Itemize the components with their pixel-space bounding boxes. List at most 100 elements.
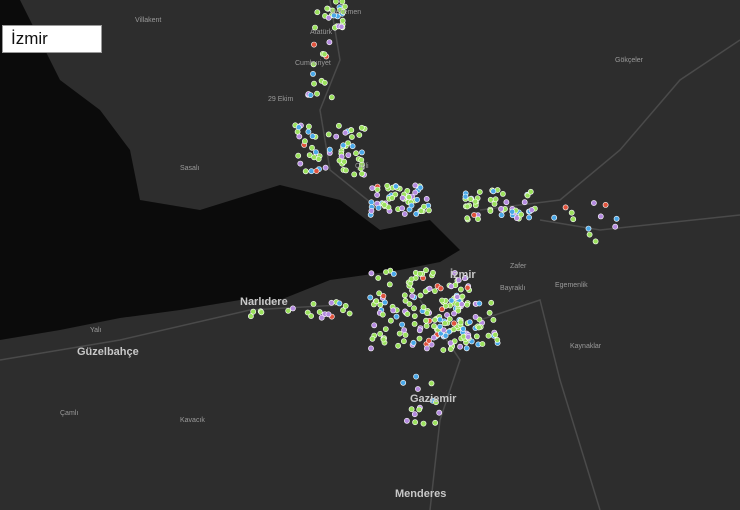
marker [509, 208, 516, 215]
marker [439, 297, 445, 304]
marker [416, 270, 423, 277]
marker [369, 185, 376, 191]
marker [315, 156, 322, 162]
marker [346, 310, 353, 317]
marker [499, 190, 506, 197]
marker [339, 0, 346, 5]
marker [314, 9, 321, 16]
marker [417, 292, 424, 299]
marker [325, 14, 332, 21]
marker [425, 207, 432, 214]
marker [475, 216, 481, 222]
marker [304, 309, 311, 316]
marker [358, 149, 365, 156]
marker [390, 307, 397, 314]
marker [403, 417, 410, 424]
marker [416, 335, 423, 342]
marker [462, 193, 469, 200]
marker [329, 7, 336, 14]
marker [328, 299, 335, 306]
marker [457, 319, 464, 326]
marker [503, 199, 510, 206]
place-label: Kaynaklar [570, 343, 602, 350]
marker [351, 171, 358, 178]
marker [466, 319, 473, 325]
marker [475, 324, 482, 331]
marker [390, 270, 397, 277]
marker [387, 317, 394, 324]
marker [460, 325, 467, 332]
marker [612, 223, 619, 230]
marker [396, 330, 403, 337]
marker [401, 292, 408, 299]
marker [358, 157, 365, 163]
marker [308, 168, 315, 175]
marker [490, 188, 497, 195]
marker [592, 238, 599, 245]
marker [400, 338, 407, 345]
marker [464, 301, 470, 308]
marker [467, 196, 474, 202]
marker [420, 420, 427, 427]
marker [309, 144, 315, 151]
marker [418, 208, 425, 214]
marker [436, 409, 443, 416]
marker [423, 345, 430, 352]
marker [310, 71, 316, 77]
marker [526, 214, 532, 221]
place-label: Narlıdere [240, 296, 288, 308]
marker [340, 142, 347, 149]
marker [568, 209, 575, 216]
marker [464, 203, 471, 210]
marker [402, 331, 409, 338]
marker [442, 302, 449, 309]
marker [295, 152, 302, 159]
marker [408, 406, 415, 413]
marker [340, 307, 346, 314]
marker [447, 340, 454, 346]
marker [411, 313, 418, 319]
marker [417, 184, 424, 191]
marker [342, 302, 349, 309]
marker [326, 146, 333, 153]
marker [412, 182, 419, 189]
marker [414, 196, 420, 203]
marker [586, 231, 593, 238]
marker [413, 373, 419, 380]
marker [325, 131, 332, 138]
marker [490, 316, 497, 323]
marker [374, 192, 380, 198]
marker [386, 281, 393, 288]
marker [431, 288, 438, 294]
marker [472, 313, 479, 320]
marker [313, 168, 320, 174]
marker [570, 216, 577, 223]
marker [310, 300, 317, 307]
marker [425, 337, 432, 344]
marker [486, 309, 493, 316]
marker [335, 122, 342, 129]
marker [368, 345, 374, 352]
marker [414, 386, 421, 392]
marker [377, 330, 383, 337]
marker [377, 301, 384, 308]
marker [420, 304, 427, 311]
marker [318, 314, 325, 321]
marker [326, 39, 333, 46]
marker [381, 202, 388, 208]
search-box[interactable]: İzmir [2, 25, 102, 53]
marker [613, 215, 620, 222]
marker [488, 299, 495, 306]
marker [395, 342, 401, 349]
marker [345, 140, 351, 146]
place-label: Güzelbahçe [77, 346, 139, 358]
marker [524, 192, 531, 199]
place-label: Egemenlik [555, 282, 588, 289]
marker [405, 194, 412, 200]
marker [464, 284, 471, 291]
marker [408, 276, 415, 283]
marker [409, 287, 415, 294]
marker [487, 196, 494, 203]
marker [302, 168, 309, 175]
